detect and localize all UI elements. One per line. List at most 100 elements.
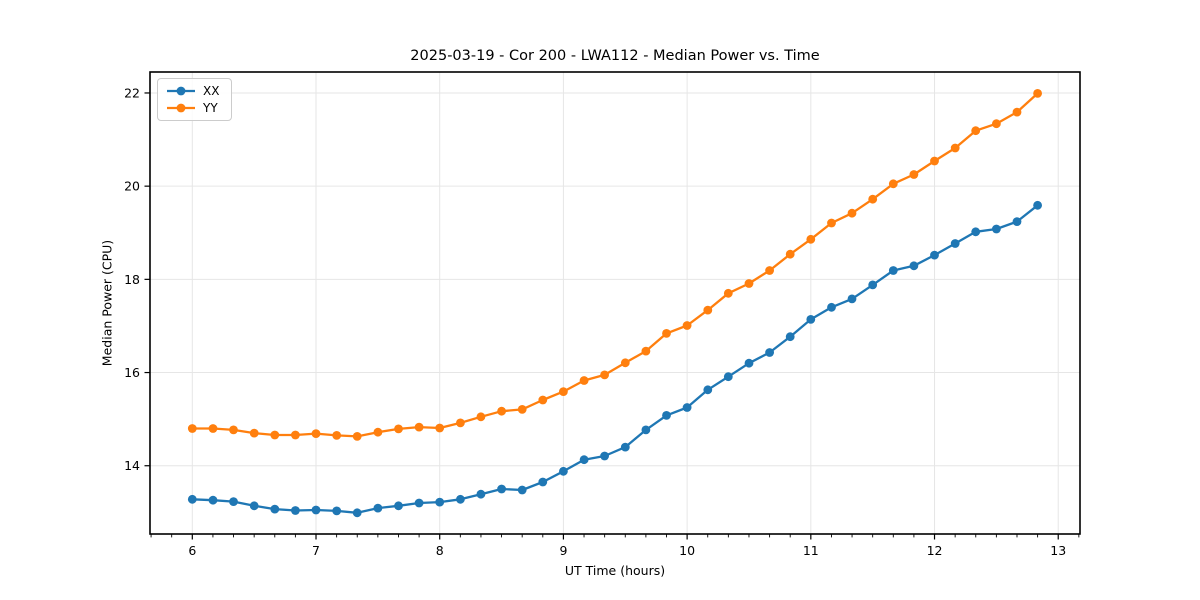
series-XX-point — [723, 372, 733, 382]
legend-item: XX — [166, 85, 219, 97]
series-XX-point — [1012, 217, 1022, 227]
series-YY-point — [703, 305, 713, 315]
series-XX-point — [620, 442, 630, 452]
series-XX-point — [806, 315, 816, 324]
series-YY-point — [888, 179, 898, 189]
plot-border — [149, 71, 1081, 535]
legend: XX YY — [157, 78, 233, 121]
series-XX-point — [744, 358, 754, 368]
series-XX-point — [600, 451, 609, 461]
series-XX-point — [950, 239, 960, 248]
series-YY-point — [950, 143, 960, 153]
series-XX-point — [435, 497, 445, 507]
series-XX-point — [662, 411, 671, 420]
chart-title: 2025-03-19 - Cor 200 - LWA112 - Median P… — [410, 48, 820, 64]
series-XX-point — [888, 266, 898, 275]
series-XX-point — [1033, 200, 1042, 210]
series-YY-point — [682, 321, 692, 330]
legend-marker-icon — [167, 103, 195, 113]
y-tick-label: 20 — [124, 179, 140, 194]
series-XX-point — [992, 224, 1001, 234]
series-XX-point — [909, 261, 919, 271]
series-YY-point — [394, 424, 403, 434]
series-YY-point — [662, 329, 671, 338]
series-XX-point — [538, 477, 548, 487]
series-XX-point — [517, 485, 527, 495]
series-YY-point — [806, 234, 816, 244]
y-axis-label: Median Power (CPU) — [99, 239, 115, 367]
series-XX-point — [187, 494, 197, 504]
y-tick-label: 18 — [124, 272, 140, 287]
series-YY-point — [723, 288, 733, 298]
series-YY-point — [744, 279, 754, 288]
series-YY-point — [930, 156, 939, 166]
series-XX-point — [270, 504, 280, 514]
series-YY-point — [456, 418, 465, 428]
series-YY-point — [187, 424, 197, 433]
series-YY-point — [765, 266, 774, 275]
series-XX-point — [971, 227, 981, 237]
series-YY-point — [270, 430, 280, 440]
series-XX-point — [291, 506, 300, 515]
x-tick-label: 9 — [559, 543, 567, 558]
y-tick-label: 22 — [124, 85, 140, 100]
series-XX-point — [559, 466, 568, 476]
series-XX-point — [847, 294, 857, 304]
series-XX-point — [827, 302, 836, 312]
series-YY-point — [559, 387, 568, 396]
series-XX-point — [703, 385, 713, 395]
series-XX-point — [497, 484, 506, 494]
series-YY-point — [291, 430, 300, 440]
series-YY-point — [909, 170, 919, 179]
series-YY-point — [435, 423, 445, 433]
legend-marker-icon — [167, 86, 195, 96]
series-XX-point — [456, 494, 465, 504]
series-YY-point — [868, 194, 878, 204]
series-YY-point — [1012, 107, 1022, 117]
series-YY-point — [517, 405, 527, 414]
legend-item-label: XX — [203, 84, 220, 98]
series-YY-point — [992, 119, 1001, 129]
series-YY-point — [538, 395, 548, 405]
series-XX-point — [765, 348, 774, 357]
series-XX-point — [579, 455, 589, 465]
series-XX-line — [191, 204, 1039, 514]
series-YY-point — [785, 249, 795, 259]
y-tick-label: 16 — [124, 365, 140, 380]
series-YY-point — [373, 427, 383, 437]
series-YY-point — [229, 425, 238, 435]
series-YY-point — [249, 428, 259, 438]
series-YY-point — [311, 429, 321, 438]
series-YY-point — [971, 126, 981, 136]
series-XX-point — [311, 505, 321, 515]
series-YY-point — [600, 370, 609, 380]
x-tick-label: 8 — [436, 543, 444, 558]
series-YY-point — [497, 406, 506, 416]
series-XX-point — [414, 498, 424, 508]
x-tick-label: 11 — [803, 543, 819, 558]
series-YY-point — [476, 412, 486, 422]
series-YY-point — [641, 346, 651, 356]
x-tick-label: 6 — [188, 543, 196, 558]
x-tick-label: 7 — [312, 543, 320, 558]
series-XX-point — [352, 508, 362, 518]
x-tick-label: 10 — [679, 543, 695, 558]
series-XX-point — [332, 506, 342, 516]
series-YY-point — [1033, 89, 1042, 98]
series-YY-point — [414, 422, 424, 432]
series-XX-point — [394, 501, 403, 511]
series-XX-point — [476, 489, 486, 499]
series-XX-point — [785, 332, 795, 342]
series-YY-point — [847, 208, 857, 218]
x-tick-label: 13 — [1050, 543, 1066, 558]
series-XX-point — [229, 497, 238, 506]
series-XX-point — [682, 403, 692, 412]
series-YY-point — [332, 431, 342, 440]
series-XX-point — [930, 250, 939, 260]
y-tick-label: 14 — [124, 458, 140, 473]
x-axis-label: UT Time (hours) — [564, 563, 666, 578]
series-YY-point — [827, 218, 836, 228]
series-XX-point — [641, 425, 651, 435]
